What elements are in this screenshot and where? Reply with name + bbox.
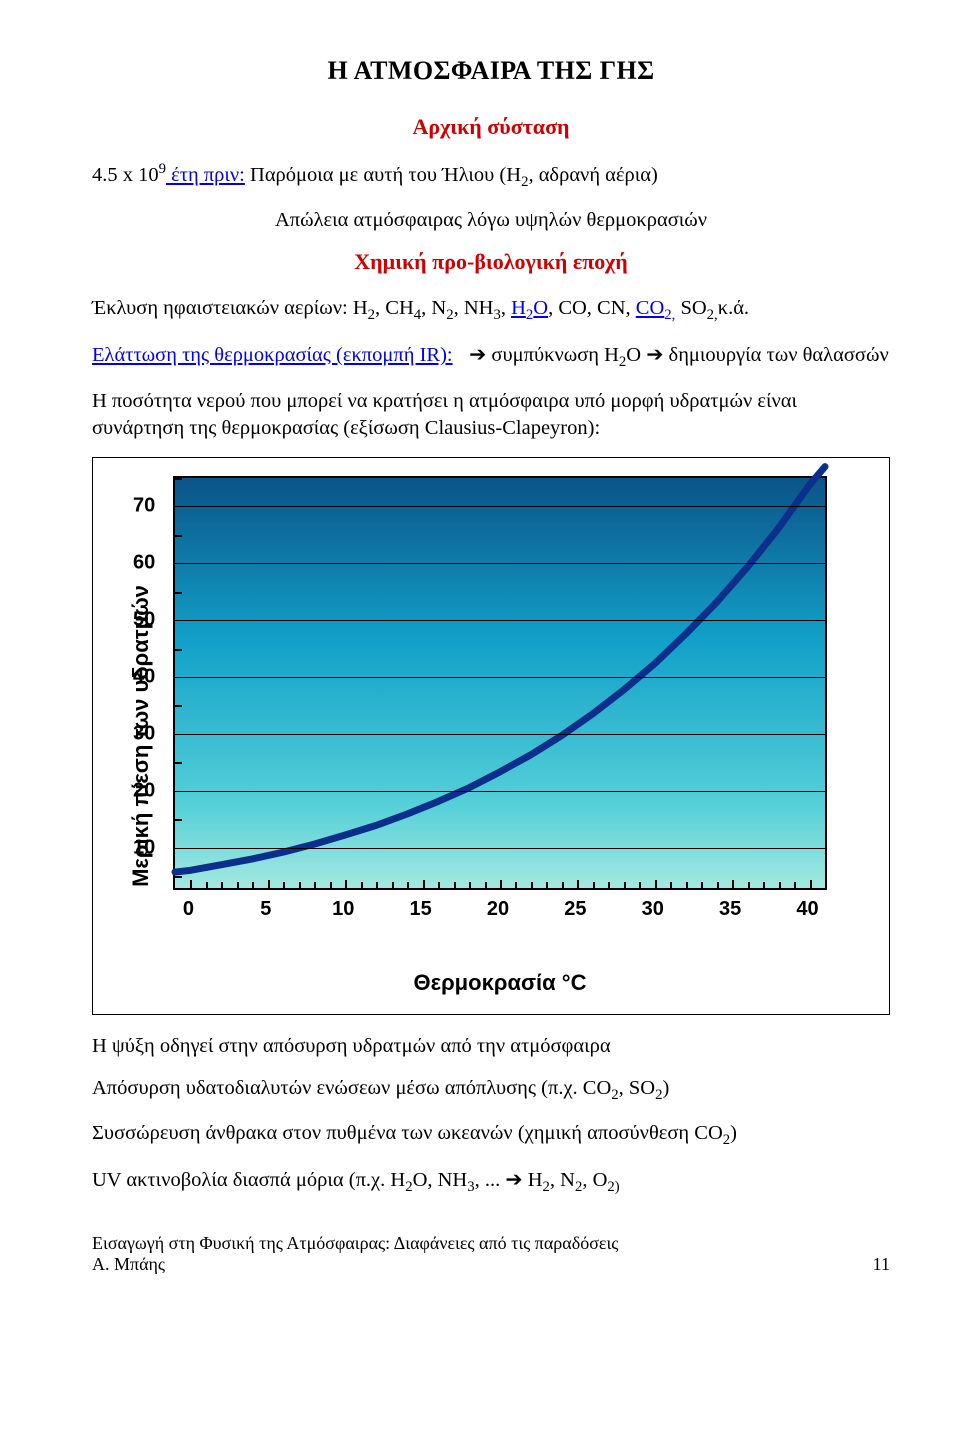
page-root: Η ΑΤΜΟΣΦΑΙΡΑ ΤΗΣ ΓΗΣ Αρχική σύσταση 4.5 … xyxy=(0,0,960,1315)
chart-curve xyxy=(175,478,825,888)
footer-left: Εισαγωγή στη Φυσική της Ατμόσφαιρας: Δια… xyxy=(92,1233,618,1275)
chart-frame: Μερική πίεση των υδρατμών 10203040506070… xyxy=(92,457,890,1015)
subtitle-initial: Αρχική σύσταση xyxy=(92,114,890,140)
txt: , αδρανή αέρια) xyxy=(528,164,657,186)
txt: , N xyxy=(421,297,446,319)
age-link[interactable]: έτη πριν: xyxy=(166,164,245,186)
page-footer: Εισαγωγή στη Φυσική της Ατμόσφαιρας: Δια… xyxy=(92,1233,890,1275)
h2o-link[interactable]: H2O xyxy=(511,297,548,319)
page-title: Η ΑΤΜΟΣΦΑΙΡΑ ΤΗΣ ΓΗΣ xyxy=(92,56,890,86)
clausius-para: H ποσότητα νερού που μπορεί να κρατήσει … xyxy=(92,388,890,442)
txt: συμπύκνωση H xyxy=(486,344,619,366)
txt: , NH xyxy=(454,297,494,319)
txt: 4.5 x 10 xyxy=(92,164,159,186)
volcanic-line: Έκλυση ηφαιστειακών αερίων: H2, CH4, N2,… xyxy=(92,295,890,326)
co2-link[interactable]: CO2, xyxy=(636,297,676,319)
txt: δημιουργία των θαλασσών xyxy=(663,344,888,366)
txt: O xyxy=(626,344,646,366)
sup-9: 9 xyxy=(159,161,166,177)
ir-line: Ελάττωση της θερμοκρασίας (εκπομπή IR): … xyxy=(92,341,890,373)
txt: Έκλυση ηφαιστειακών αερίων: H xyxy=(92,297,368,319)
after-chart-2: Απόσυρση υδατοδιαλυτών ενώσεων μέσω απόπ… xyxy=(92,1075,890,1106)
line-loss: Aπώλεια ατμόσφαιρας λόγω υψηλών θερμοκρα… xyxy=(92,207,890,234)
ir-link[interactable]: Ελάττωση της θερμοκρασίας (εκπομπή IR): xyxy=(92,344,453,366)
txt: Παρόμοια με αυτή του Ήλιου (H xyxy=(245,164,521,186)
arrow-right-icon: ➔ xyxy=(458,343,487,366)
txt: , CH xyxy=(375,297,414,319)
after-chart-3: Συσσώρευση άνθρακα στον πυθμένα των ωκεα… xyxy=(92,1120,890,1151)
txt: , xyxy=(501,297,511,319)
after-chart-4: UV ακτινοβολία διασπά μόρια (π.χ. H2O, N… xyxy=(92,1166,890,1198)
after-chart-1: Η ψύξη οδηγεί στην απόσυρση υδρατμών από… xyxy=(92,1033,890,1060)
line-age: 4.5 x 109 έτη πριν: Παρόμοια με αυτή του… xyxy=(92,160,890,192)
txt: , CO, CN, xyxy=(548,297,636,319)
x-axis-label: Θερμοκρασία °C xyxy=(173,970,827,996)
page-number: 11 xyxy=(873,1254,890,1275)
x-axis-ticks: 0510152025303540 xyxy=(173,890,823,926)
txt: SO xyxy=(675,297,706,319)
arrow-right-icon: ➔ xyxy=(646,343,663,366)
arrow-right-icon: ➔ xyxy=(505,1168,522,1191)
subtitle-chemical: Χημική προ-βιολογική εποχή xyxy=(92,249,890,275)
txt: κ.ά. xyxy=(718,297,749,319)
chart-plot-area: 10203040506070 xyxy=(173,476,827,890)
